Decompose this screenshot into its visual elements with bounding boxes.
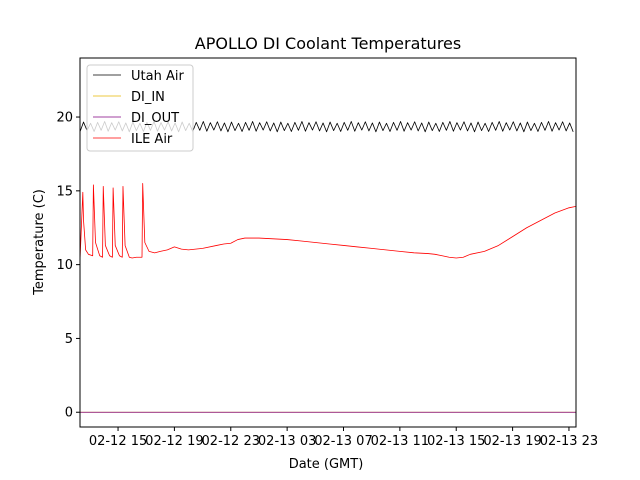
chart-title: APOLLO DI Coolant Temperatures [195,34,461,53]
x-tick-label: 02-13 19 [483,434,541,449]
legend-label-di-in: DI_IN [131,90,165,105]
plot-frame [79,57,577,428]
legend-label-utah-air: Utah Air [131,69,184,84]
y-tick-label: 10 [56,258,73,273]
y-tick-label: 5 [65,332,73,347]
x-tick-label: 02-13 07 [314,434,372,449]
x-tick-label: 02-12 15 [89,434,147,449]
x-tick-label: 02-13 23 [540,434,598,449]
legend-label-di-out: DI_OUT [131,111,179,126]
x-tick-label: 02-13 03 [258,434,316,449]
x-tick-label: 02-12 23 [202,434,260,449]
y-tick-label: 15 [56,184,73,199]
legend-label-ile-air: ILE Air [131,132,173,147]
y-tick-label: 0 [65,406,73,421]
legend: Utah Air DI_IN DI_OUT ILE Air [86,64,194,152]
y-tick-label: 20 [56,111,73,126]
x-tick-label: 02-13 11 [371,434,429,449]
x-tick-label: 02-12 19 [145,434,203,449]
legend-box [86,64,194,152]
x-tick-label: 02-13 15 [427,434,485,449]
y-axis-label: Temperature (C) [32,189,47,296]
x-axis-label: Date (GMT) [289,457,364,472]
series-line-ile-air [80,183,576,261]
series-layer [80,121,576,413]
y-axis: 0 5 10 15 20 [56,111,80,421]
